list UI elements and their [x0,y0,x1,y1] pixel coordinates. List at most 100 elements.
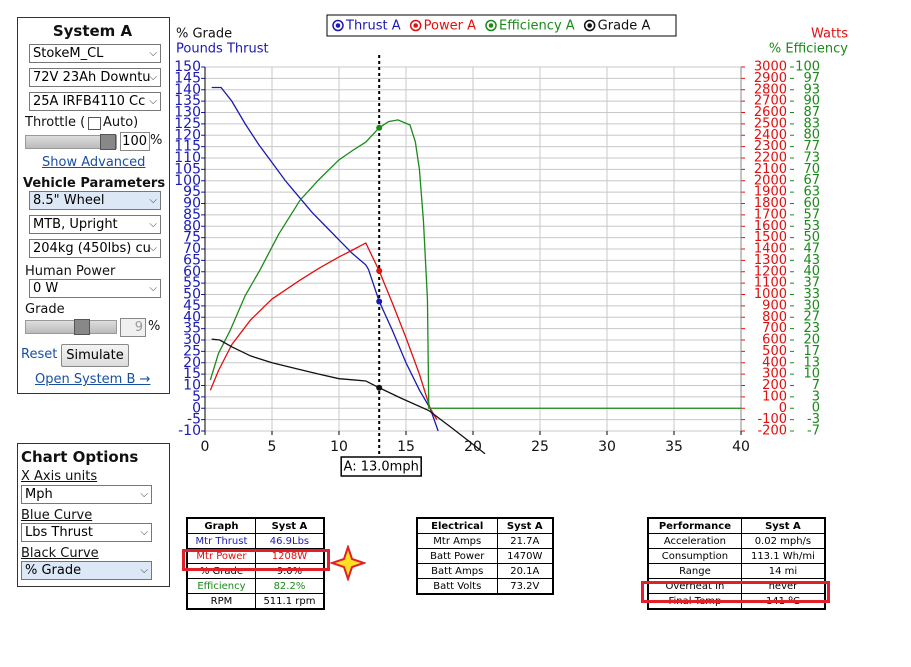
table-cell: RPM [186,593,256,610]
show-advanced-link[interactable]: Show Advanced [42,155,146,170]
auto-label: Auto) [103,115,139,130]
table-cell: Range [647,563,742,579]
y-axis-title: Pounds Thrust [176,42,269,57]
x-units-select[interactable]: Mph ⌵ [21,485,152,504]
x-tick-label: 40 [732,439,750,455]
table-row: Range 14 mi [647,563,826,579]
x-tick-label: 25 [531,439,549,455]
table-row: Mtr Power 1208W [186,548,325,564]
y3-tick-label: 33 [803,287,820,302]
reset-link[interactable]: Reset [21,347,58,362]
y-tick-label: 10 [183,378,201,394]
table-cell: Syst A [740,517,826,534]
table-cell: Acceleration [647,533,742,549]
auto-checkbox[interactable] [88,117,101,130]
table-cell: 46.9Lbs [254,533,325,549]
y2-tick-label: 1400 [754,242,787,257]
y-tick-label: 15 [183,366,201,382]
controller-select[interactable]: 25A IRFB4110 Cc ⌵ [29,92,161,111]
throttle-slider[interactable] [25,134,117,150]
legend-symbol [587,23,592,28]
y2-tick-label: 700 [762,321,787,336]
y3-tick-label: 53 [803,219,820,234]
y2-tick-label: 2600 [754,105,787,120]
table-cell: Batt Power [416,548,498,564]
table-row: RPM 511.1 rpm [186,593,325,610]
y3-tick-label: 13 [803,355,820,370]
y-tick-label: 110 [174,150,201,166]
grade-input[interactable]: 9 [120,318,146,337]
slider-thumb [100,134,116,150]
cursor-label: A: 13.0mph [344,460,419,475]
grade-slider[interactable] [25,319,117,335]
table-cell: Batt Amps [416,563,498,579]
weight-select[interactable]: 204kg (450lbs) cu ⌵ [29,239,161,258]
x-units-label: X Axis units [21,469,98,484]
x-tick-label: 0 [201,439,210,455]
y2-tick-label: 2200 [754,151,787,166]
y2-tick-label: 1100 [754,276,787,291]
legend-label: Thrust A [345,19,401,34]
data-table: Electrical Syst A Mtr Amps 21.7A Batt Power 1… [416,517,554,595]
y-tick-label: 105 [174,161,201,177]
y3-tick-label: 50 [803,230,820,245]
y-tick-label: 80 [183,218,201,234]
weight-value: 204kg (450lbs) cu [33,241,151,256]
y2-axis-title: Watts [811,27,848,42]
cursor-dot [376,384,383,391]
y-tick-label: 150 [174,59,201,75]
blue-curve-select[interactable]: Lbs Thrust ⌵ [21,523,152,542]
x-tick-label: 20 [464,439,482,455]
y3-tick-label: 70 [803,162,820,177]
series-line [209,242,438,420]
y2-tick-label: 2500 [754,116,787,131]
battery-select[interactable]: 72V 23Ah Downtu ⌵ [29,68,161,87]
black-curve-value: % Grade [25,563,82,578]
table-cell: 20.1A [496,563,554,579]
legend-symbol [335,23,341,28]
y-tick-label: 130 [174,105,201,121]
throttle-input[interactable]: 100 [120,132,150,151]
y3-tick-label: 37 [803,276,820,291]
table-cell: Syst A [496,517,554,534]
table-row: Batt Power 1470W [416,548,554,564]
table-cell: 82.2% [254,578,325,594]
simulate-button[interactable]: Simulate [61,344,129,367]
y2-tick-label: 2300 [754,139,787,154]
y-axis-title-top: % Grade [176,27,232,42]
table-row: Mtr Thrust 46.9Lbs [186,533,325,549]
table-row: % Grade 9.0% [186,563,325,579]
x-tick-label: 10 [330,439,348,455]
table-row: Batt Amps 20.1A [416,563,554,579]
motor-select[interactable]: StokeM_CL ⌵ [29,44,161,63]
legend-label: Grade A [598,19,651,34]
y2-tick-label: 2400 [754,128,787,143]
position-select[interactable]: MTB, Upright ⌵ [29,215,161,234]
y3-tick-label: 17 [803,344,820,359]
y3-tick-label: 90 [803,94,820,109]
y2-tick-label: 600 [762,333,787,348]
y3-tick-label: 30 [803,298,820,313]
cursor-dot [376,124,383,131]
y2-tick-label: 900 [762,298,787,313]
y-tick-label: 60 [183,264,201,280]
cursor-dot [376,298,383,305]
table-cell: Batt Volts [416,578,498,595]
y2-tick-label: 500 [762,344,787,359]
black-curve-select[interactable]: % Grade ⌵ [21,561,152,580]
chart-options-title: Chart Options [21,448,139,466]
y3-tick-label: 67 [803,173,820,188]
y2-tick-label: 800 [762,310,787,325]
table-cell: Electrical [416,517,498,534]
wheel-select[interactable]: 8.5" Wheel ⌵ [29,191,161,210]
open-system-b-link[interactable]: Open System B → [35,372,151,387]
cursor-dot [376,267,383,274]
y-tick-label: 100 [174,173,201,189]
percent-sign: % [148,319,161,334]
chart: % Grade Pounds Thrust Watts % Efficiency… [174,14,848,477]
data-table: Graph Syst A Mtr Thrust 46.9Lbs Mtr Power 120… [186,517,325,610]
controller-value: 25A IRFB4110 Cc [33,94,146,109]
y3-tick-label: 83 [803,116,820,131]
human-power-select[interactable]: 0 W ⌵ [29,279,161,298]
y2-tick-label: 1300 [754,253,787,268]
